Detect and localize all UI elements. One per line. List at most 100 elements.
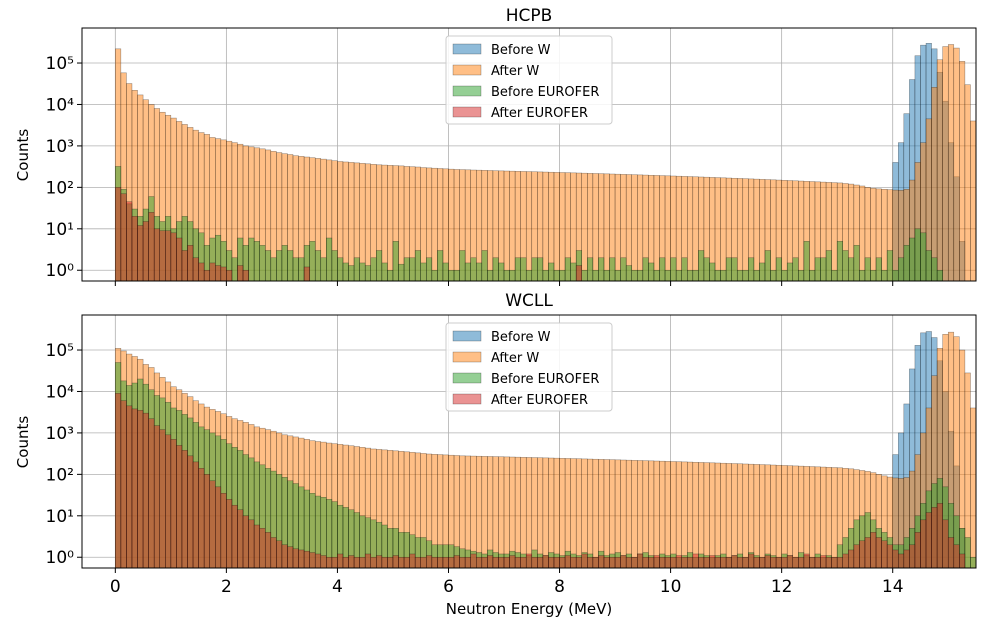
histogram-bar: [831, 269, 838, 282]
histogram-bar: [814, 556, 821, 569]
histogram-bar: [953, 544, 960, 569]
histogram-bar: [631, 174, 638, 282]
histogram-bar: [203, 269, 210, 282]
histogram-bar: [320, 257, 327, 282]
legend-entry-label: After EUROFER: [491, 393, 588, 408]
hcpb-y-axis-label: Counts: [14, 129, 32, 182]
histogram-bar: [609, 556, 616, 569]
histogram-bar: [264, 250, 272, 282]
histogram-bar: [292, 548, 299, 569]
histogram-bar: [120, 193, 127, 282]
histogram-bar: [531, 556, 538, 569]
histogram-bar: [870, 532, 877, 569]
histogram-bar: [775, 257, 782, 282]
histogram-bar: [648, 556, 655, 569]
histogram-bar: [631, 269, 638, 282]
histogram-bar: [409, 257, 416, 282]
histogram-bar: [448, 168, 455, 282]
histogram-bar: [931, 257, 938, 282]
histogram-bar: [364, 163, 371, 282]
histogram-bar: [625, 556, 632, 569]
histogram-bar: [736, 463, 744, 569]
histogram-bar: [925, 512, 932, 569]
histogram-bar: [176, 445, 183, 569]
histogram-bar: [925, 250, 932, 282]
histogram-bar: [570, 458, 577, 569]
histogram-bar: [681, 257, 688, 282]
histogram-bar: [881, 540, 888, 569]
histogram-bar: [453, 269, 460, 282]
histogram-bar: [820, 466, 827, 569]
histogram-bar: [864, 537, 871, 569]
histogram-bar: [348, 555, 355, 569]
histogram-bar: [798, 556, 805, 569]
x-tick-label: 6: [443, 577, 454, 597]
histogram-bar: [570, 262, 577, 282]
histogram-bar: [153, 228, 160, 282]
histogram-bar: [387, 269, 394, 282]
y-tick-label: 10¹: [46, 507, 74, 527]
y-tick-label: 10⁴: [46, 95, 75, 115]
histogram-bar: [492, 257, 499, 282]
legend-entry-label: After EUROFER: [491, 106, 588, 121]
histogram-bar: [731, 555, 738, 569]
histogram-bar: [309, 241, 316, 282]
histogram-bar: [409, 553, 416, 569]
histogram-bar: [414, 250, 421, 282]
histogram-bar: [481, 556, 488, 569]
histogram-bar: [525, 171, 533, 282]
histogram-bar: [814, 466, 821, 569]
histogram-bar: [581, 458, 588, 569]
legend-swatch: [452, 393, 482, 405]
histogram-bar: [598, 555, 605, 569]
histogram-bar: [725, 463, 732, 569]
histogram-bar: [725, 257, 732, 282]
histogram-bar: [947, 537, 955, 569]
histogram-bar: [714, 177, 721, 282]
histogram-bar: [870, 269, 877, 282]
histogram-bar: [675, 461, 682, 569]
histogram-bar: [781, 269, 788, 282]
wcll-panel: WCLL Counts 0 2 4 6 8 10 12 14 10⁰ 10¹ 10² 10³ 10⁴ 10…: [14, 291, 977, 618]
histogram-bar: [314, 553, 322, 569]
histogram-bar: [137, 225, 144, 282]
histogram-bar: [437, 250, 444, 282]
histogram-bar: [475, 262, 483, 282]
histogram-bar: [931, 87, 938, 282]
histogram-bar: [653, 555, 660, 569]
histogram-bar: [687, 176, 694, 282]
histogram-bar: [698, 250, 705, 282]
histogram-bar: [731, 257, 738, 282]
histogram-bar: [553, 457, 560, 569]
histogram-bar: [464, 262, 471, 282]
histogram-bar: [659, 460, 666, 569]
histogram-bar: [803, 553, 810, 569]
histogram-bar: [809, 466, 816, 569]
histogram-bar: [475, 556, 483, 569]
histogram-bar: [498, 456, 505, 569]
histogram-bar: [853, 245, 860, 282]
series-bars: [115, 44, 977, 282]
histogram-bar: [231, 257, 238, 282]
histogram-bar: [548, 556, 555, 569]
histogram-bar: [592, 173, 599, 282]
histogram-bar: [148, 212, 155, 282]
histogram-bar: [442, 262, 449, 282]
histogram-bar: [614, 173, 621, 282]
histogram-bar: [947, 44, 955, 282]
histogram-bar: [481, 456, 488, 569]
legend-entry-label: Before W: [491, 43, 551, 58]
legend-entry-label: After W: [491, 64, 539, 79]
histogram-bar: [537, 457, 544, 569]
histogram-bar: [575, 458, 583, 569]
histogram-bar: [609, 257, 616, 282]
histogram-bar: [653, 460, 660, 569]
y-tick-label: 10¹: [46, 220, 74, 240]
histogram-bar: [653, 175, 660, 282]
hcpb-plot-frame: [81, 27, 977, 282]
histogram-bar: [442, 556, 449, 569]
histogram-bar: [248, 237, 255, 282]
y-tick-label: 10⁵: [46, 341, 74, 361]
histogram-bar: [520, 556, 527, 569]
histogram-bar: [814, 257, 821, 282]
